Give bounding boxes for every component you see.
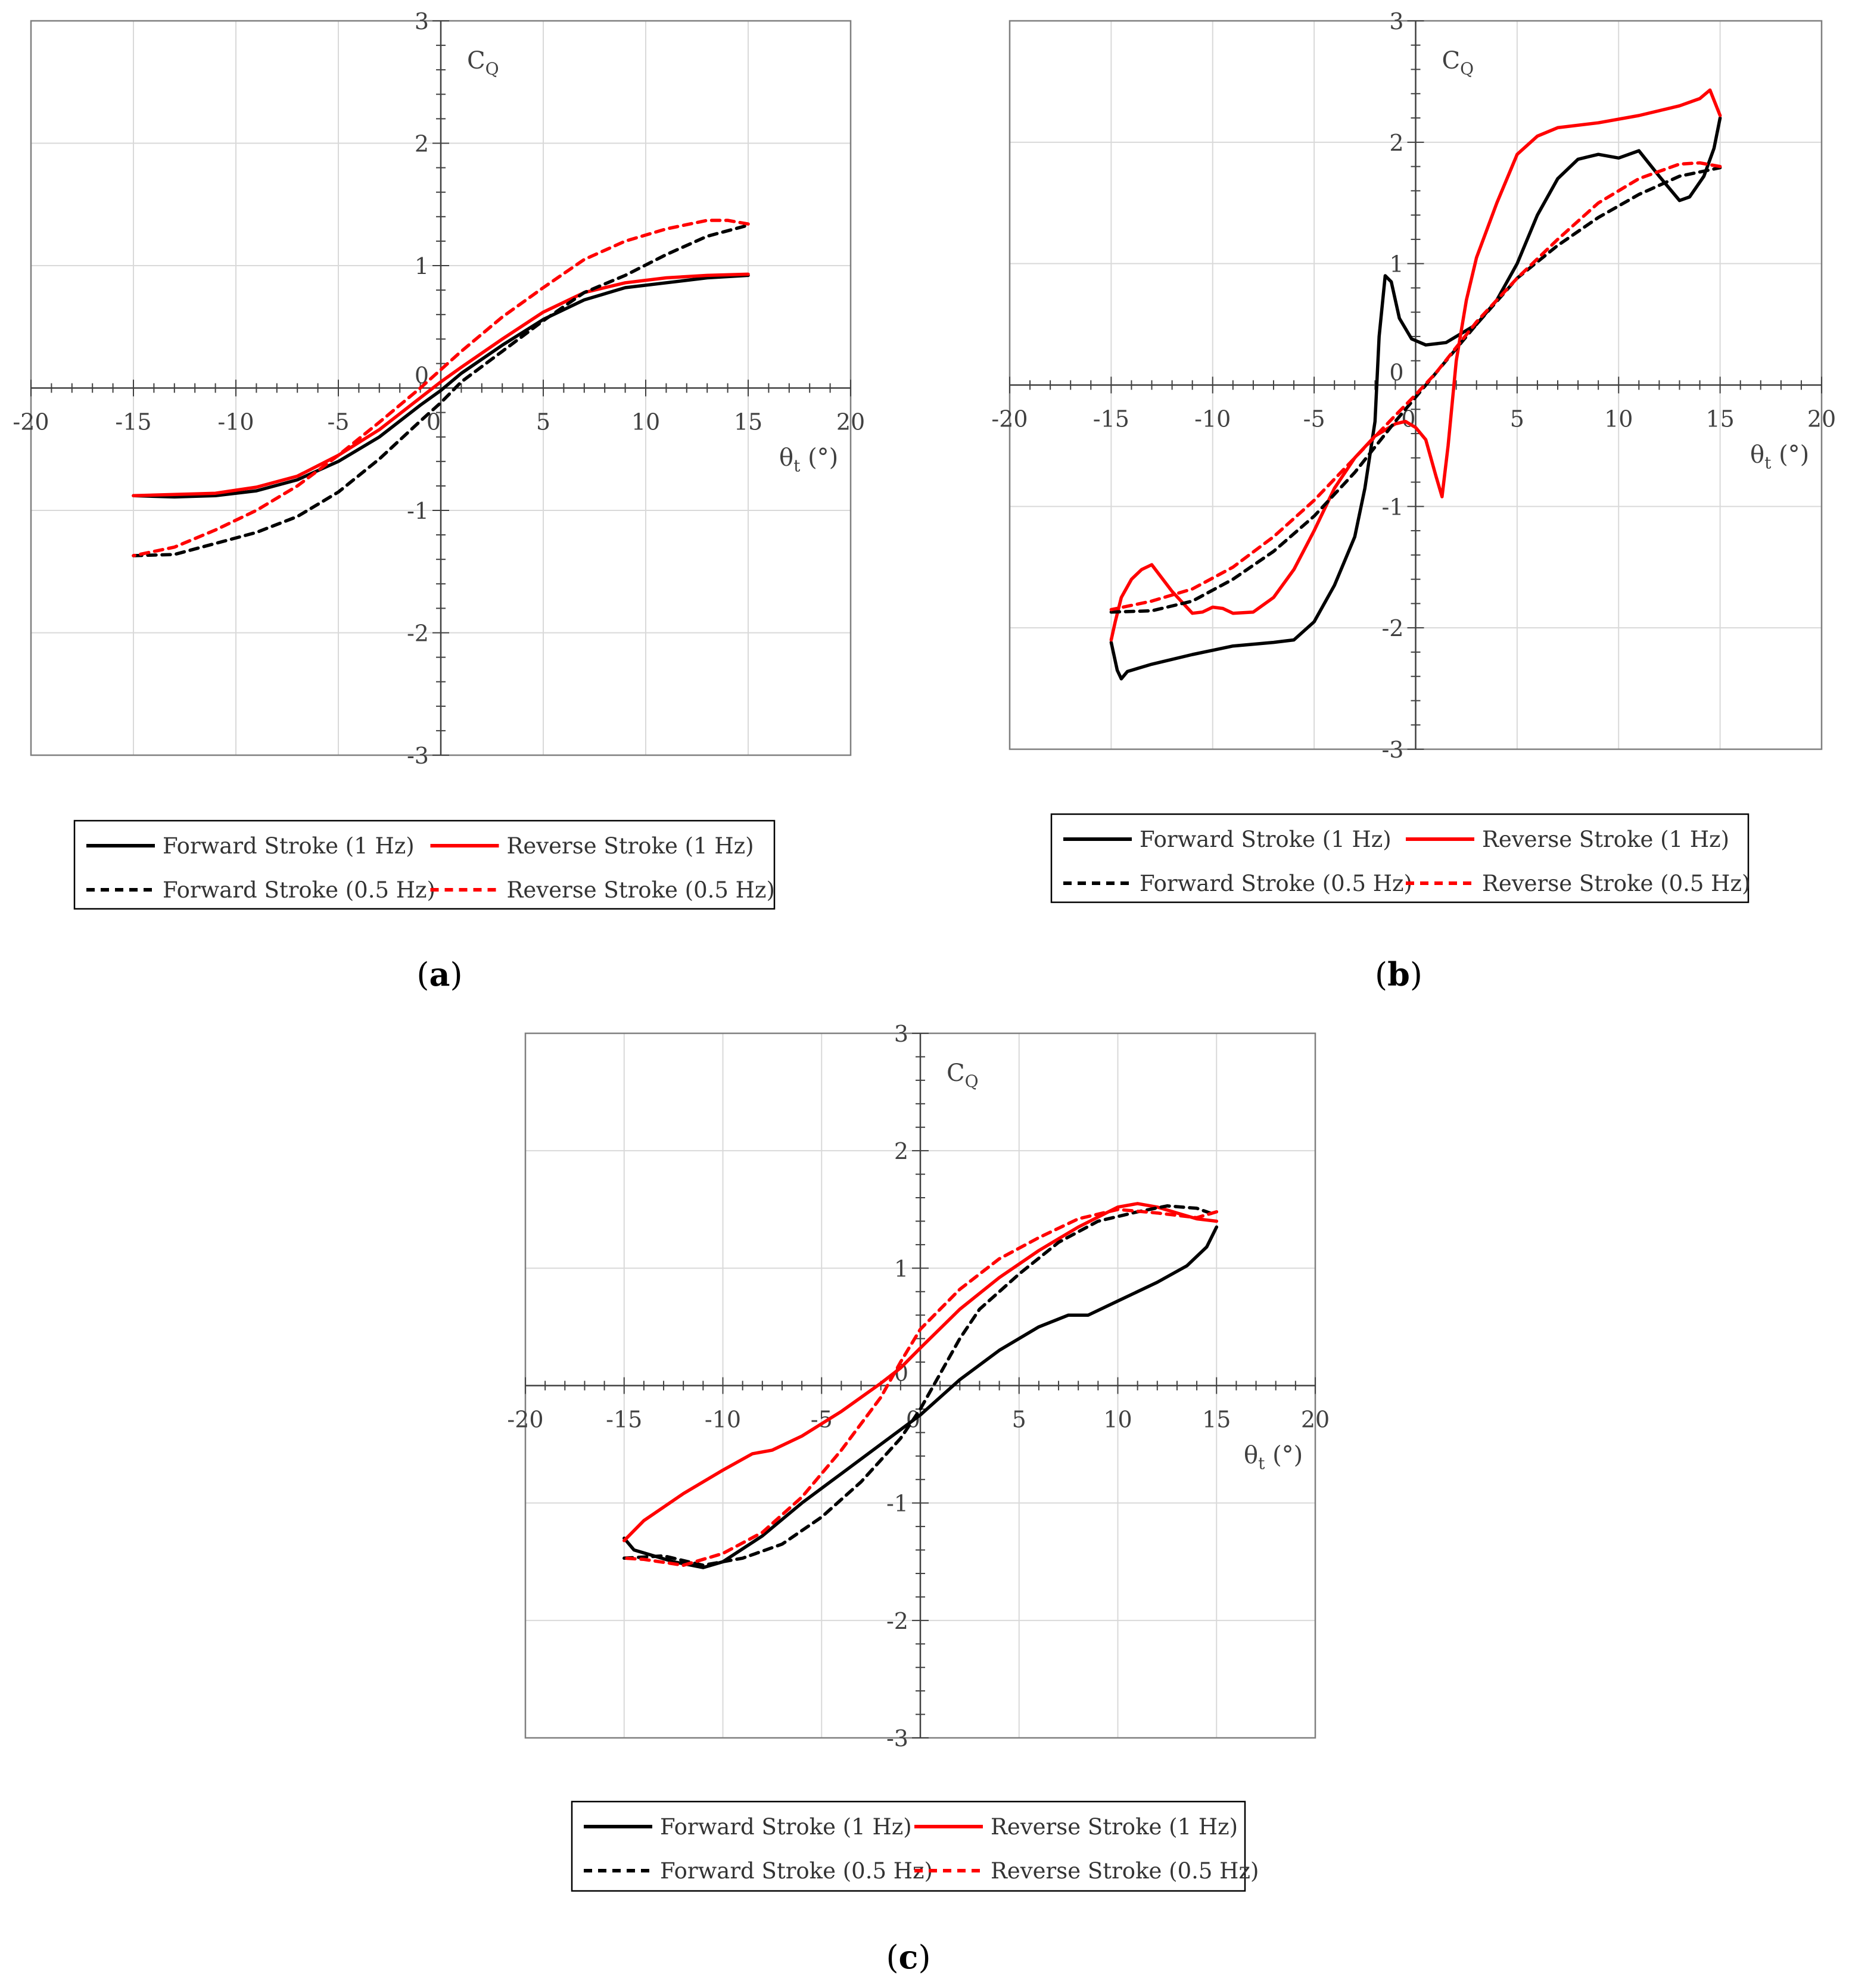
x-tick-label: 10 [631, 409, 660, 435]
x-tick-label: -10 [217, 409, 254, 435]
y-tick-label: 3 [894, 1021, 908, 1047]
series-line-forward-stroke-0-5-hz [132, 223, 750, 557]
legend-entry-label: Forward Stroke (0.5 Hz) [1140, 871, 1412, 896]
x-tick-label: 5 [1012, 1407, 1026, 1433]
legend-entry-label: Forward Stroke (0.5 Hz) [660, 1858, 933, 1884]
x-tick-label: 15 [1202, 1407, 1231, 1433]
legend-entry-label: Reverse Stroke (0.5 Hz) [991, 1858, 1259, 1884]
origin-tick-label: 0 [1389, 360, 1403, 386]
legend-box [571, 1800, 1246, 1892]
x-tick-label: 10 [1604, 406, 1633, 432]
chart-panel-b: -20 -15 -10 -5 0 5 10 15 20 -3 -2 -1 1 2 3 0 CQ θt (°) For… [991, 8, 1836, 903]
legend-entry-label: Reverse Stroke (1 Hz) [507, 833, 754, 859]
y-tick-label: -1 [407, 498, 429, 524]
legend-entry-label: Forward Stroke (1 Hz) [163, 833, 415, 859]
x-tick-label: 5 [1510, 406, 1524, 432]
series-line-reverse-stroke-0-5-hz [132, 219, 750, 557]
y-tick-label: -2 [886, 1608, 908, 1634]
x-tick-label: -15 [115, 409, 151, 435]
x-tick-label: 15 [734, 409, 762, 435]
y-axis-title: CQ [467, 47, 499, 79]
series-line-reverse-stroke-1-hz [132, 272, 750, 498]
x-tick-label: -10 [1194, 406, 1231, 432]
x-tick-label: -5 [327, 409, 349, 435]
x-tick-label: -5 [1303, 406, 1325, 432]
y-tick-label: 2 [415, 131, 429, 157]
x-tick-label: 15 [1705, 406, 1734, 432]
x-tick-label: 20 [1807, 406, 1836, 432]
x-tick-label: -20 [507, 1407, 543, 1433]
x-tick-label: 20 [1301, 1407, 1330, 1433]
caption-a: (a) [416, 955, 462, 993]
y-tick-label: -1 [886, 1491, 908, 1517]
x-axis-title: θt (°) [779, 444, 838, 476]
x-tick-label: -15 [1093, 406, 1129, 432]
y-tick-label: -3 [407, 743, 429, 769]
legend-entry-label: Forward Stroke (0.5 Hz) [163, 877, 435, 903]
y-tick-label: -3 [1381, 737, 1403, 763]
x-tick-label: 5 [536, 409, 550, 435]
legend-box [1050, 813, 1750, 903]
y-axis-title: CQ [1442, 47, 1474, 79]
legend-entry-label: Forward Stroke (1 Hz) [1140, 827, 1392, 852]
x-axis-title: θt (°) [1750, 441, 1809, 473]
x-tick-label: -15 [606, 1407, 642, 1433]
y-axis-title: CQ [947, 1060, 979, 1091]
x-tick-label: -10 [705, 1407, 741, 1433]
legend-box [73, 819, 776, 910]
x-tick-label: 0 [1401, 406, 1415, 432]
y-tick-label: 3 [1389, 8, 1403, 35]
caption-c: (c) [886, 1938, 930, 1976]
y-tick-label: 3 [415, 8, 429, 35]
y-tick-label: 1 [1389, 251, 1403, 278]
legend-entry-label: Reverse Stroke (0.5 Hz) [507, 877, 775, 903]
series-line-reverse-stroke-0-5-hz [1109, 161, 1722, 612]
x-axis-title: θt (°) [1244, 1442, 1303, 1473]
y-tick-label: 2 [894, 1138, 908, 1164]
series-line-forward-stroke-1-hz [132, 273, 750, 499]
legend-entry-label: Forward Stroke (1 Hz) [660, 1814, 912, 1840]
series-line-forward-stroke-1-hz [1109, 116, 1722, 681]
series-line-forward-stroke-0-5-hz [1109, 166, 1722, 614]
y-tick-label: 1 [894, 1255, 908, 1282]
x-tick-label: -20 [13, 409, 49, 435]
y-tick-label: -2 [407, 621, 429, 647]
legend-entry-label: Reverse Stroke (0.5 Hz) [1482, 871, 1750, 896]
series-line-reverse-stroke-0-5-hz [622, 1208, 1219, 1567]
x-tick-label: 20 [836, 409, 865, 435]
x-tick-label: 10 [1103, 1407, 1132, 1433]
series-line-reverse-stroke-1-hz [622, 1202, 1219, 1543]
legend-entry-label: Reverse Stroke (1 Hz) [991, 1814, 1238, 1840]
y-tick-label: 1 [415, 253, 429, 279]
legend-entry-label: Reverse Stroke (1 Hz) [1482, 827, 1729, 852]
y-tick-label: 2 [1389, 130, 1403, 156]
y-tick-label: -2 [1381, 615, 1403, 641]
series-line-reverse-stroke-1-hz [1109, 88, 1722, 642]
x-tick-label: -20 [991, 406, 1028, 432]
y-tick-label: -3 [886, 1725, 908, 1752]
y-tick-label: -1 [1381, 494, 1403, 520]
caption-b: (b) [1375, 955, 1422, 993]
